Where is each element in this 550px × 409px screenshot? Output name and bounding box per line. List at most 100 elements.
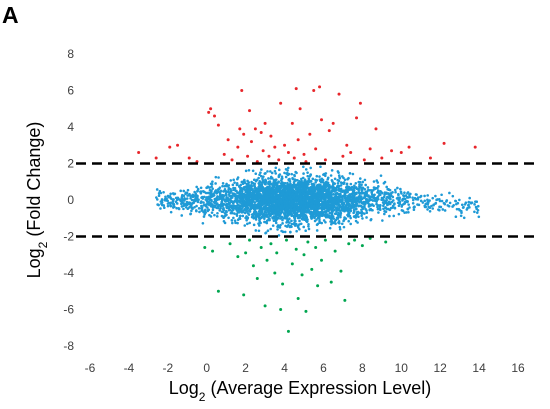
unchanged-point [235, 206, 239, 210]
unchanged-point [271, 203, 274, 207]
unchanged-point [222, 219, 226, 223]
unchanged-point [329, 174, 333, 177]
unchanged-point [411, 196, 414, 199]
unchanged-point [320, 221, 324, 225]
x-tick-label: 6 [320, 361, 327, 375]
unchanged-point [397, 192, 400, 196]
x-axis-title-prefix: Log [169, 378, 199, 398]
unchanged-point [204, 203, 207, 207]
unchanged-point [162, 206, 166, 209]
unchanged-point [291, 192, 295, 196]
unchanged-point [309, 173, 312, 177]
unchanged-point [348, 187, 352, 191]
unchanged-point [391, 190, 394, 194]
unchanged-point [357, 187, 361, 191]
unchanged-point [346, 213, 349, 217]
down-regulated-point [273, 271, 277, 275]
unchanged-point [400, 192, 403, 195]
unchanged-point [392, 214, 396, 218]
unchanged-point [364, 198, 368, 201]
unchanged-point [260, 183, 264, 187]
unchanged-point [305, 220, 309, 224]
up-regulated-point [267, 154, 271, 158]
unchanged-point [443, 209, 447, 212]
unchanged-point [227, 208, 231, 212]
unchanged-point [189, 197, 192, 200]
unchanged-point [318, 185, 322, 188]
unchanged-point [388, 196, 392, 200]
up-regulated-point [473, 145, 477, 149]
unchanged-point [198, 210, 201, 214]
down-regulated-point [228, 242, 232, 246]
y-tick-label: 4 [67, 120, 74, 134]
unchanged-point [159, 200, 163, 203]
unchanged-point [268, 217, 271, 221]
unchanged-point [247, 197, 250, 201]
up-regulated-point [230, 158, 234, 162]
unchanged-point [183, 197, 186, 200]
unchanged-point [246, 222, 249, 226]
unchanged-point [229, 211, 233, 215]
unchanged-point [181, 193, 184, 197]
unchanged-point [311, 177, 315, 181]
unchanged-point [286, 218, 290, 222]
unchanged-point [234, 204, 238, 208]
unchanged-point [451, 194, 455, 198]
unchanged-point [231, 183, 235, 187]
unchanged-point [334, 203, 338, 206]
unchanged-point [294, 188, 298, 191]
unchanged-point [298, 223, 301, 226]
down-regulated-point [353, 238, 357, 242]
unchanged-point [298, 219, 301, 223]
up-regulated-point [286, 151, 290, 155]
unchanged-point [384, 210, 388, 214]
unchanged-point [426, 208, 429, 211]
unchanged-point [260, 195, 264, 199]
down-regulated-point [275, 251, 279, 255]
unchanged-point [265, 196, 269, 200]
down-regulated-point [333, 249, 337, 253]
unchanged-point [229, 200, 233, 203]
unchanged-point [202, 210, 205, 214]
up-regulated-point [246, 154, 250, 158]
unchanged-point [369, 198, 373, 202]
unchanged-point [366, 186, 370, 189]
unchanged-point [318, 216, 321, 220]
unchanged-point [260, 168, 263, 171]
unchanged-point [274, 209, 277, 213]
unchanged-point [310, 204, 313, 208]
unchanged-point [229, 179, 233, 182]
unchanged-point [247, 168, 251, 172]
unchanged-point [364, 200, 368, 204]
unchanged-point [474, 200, 477, 203]
unchanged-point [323, 199, 326, 203]
y-tick-label: 6 [67, 84, 74, 98]
unchanged-point [315, 174, 319, 178]
unchanged-point [280, 177, 283, 181]
unchanged-point [304, 168, 308, 171]
unchanged-point [291, 210, 295, 213]
unchanged-point [347, 197, 351, 201]
unchanged-point [320, 177, 324, 181]
unchanged-point [372, 204, 375, 208]
unchanged-point [204, 191, 208, 195]
unchanged-point [233, 200, 236, 203]
unchanged-point [299, 213, 303, 217]
up-regulated-point [358, 101, 362, 105]
unchanged-point [358, 177, 362, 180]
unchanged-point [293, 214, 297, 217]
down-regulated-point [259, 245, 263, 249]
unchanged-point [175, 206, 178, 210]
unchanged-point [337, 189, 341, 192]
unchanged-point [324, 172, 328, 175]
unchanged-point [255, 216, 258, 219]
unchanged-point [233, 212, 236, 215]
unchanged-point [443, 202, 447, 206]
unchanged-point [475, 211, 479, 214]
down-regulated-point [284, 238, 288, 242]
unchanged-point [264, 202, 268, 205]
up-regulated-point [298, 107, 302, 111]
x-axis-title: Log2 (Average Expression Level) [169, 378, 432, 404]
down-regulated-point [294, 247, 298, 251]
up-regulated-point [213, 114, 217, 118]
